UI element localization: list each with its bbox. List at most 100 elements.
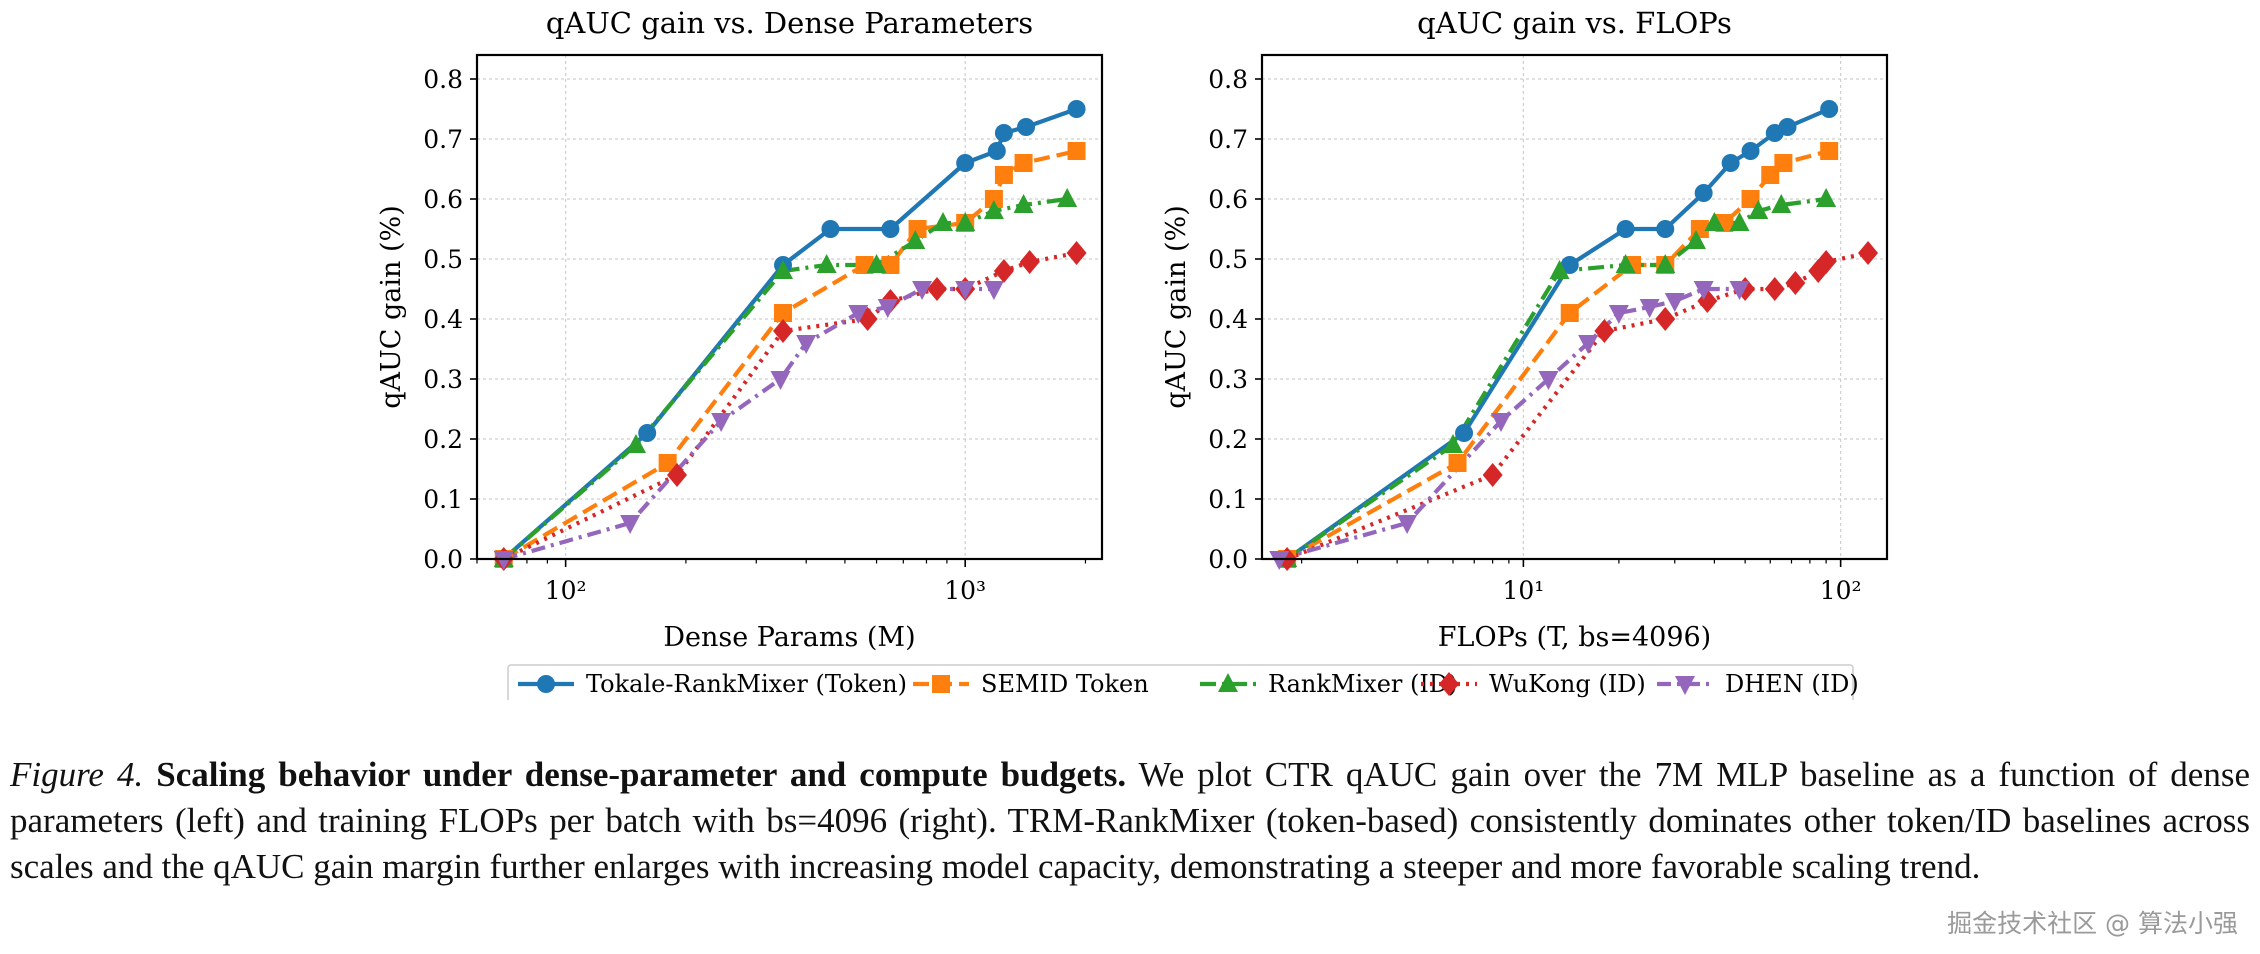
data-point-rankmixer	[1549, 260, 1570, 279]
data-point-semid	[994, 166, 1013, 184]
data-point-dhen	[1397, 515, 1418, 534]
data-point-rankmixer	[1655, 254, 1676, 273]
series-line-dhen	[503, 286, 994, 562]
data-point-tokale	[1721, 154, 1740, 172]
series-line-wukong	[502, 250, 1077, 561]
data-point-wukong	[1482, 463, 1503, 487]
data-point-wukong	[1594, 319, 1615, 343]
data-point-rankmixer	[1704, 212, 1725, 231]
legend-label: SEMID Token	[981, 670, 1149, 698]
data-point-dhen	[983, 281, 1004, 300]
y-tick-label: 0.4	[1208, 305, 1248, 334]
axes-frame	[1260, 53, 1889, 561]
data-point-rankmixer	[773, 260, 794, 279]
series-line-tokale	[502, 107, 1078, 561]
y-tick-label: 0.5	[1208, 245, 1248, 274]
data-point-dhen	[770, 371, 791, 390]
y-axis-label: qAUC gain (%)	[376, 205, 407, 409]
figure-caption: Figure 4. Scaling behavior under dense-p…	[10, 752, 2250, 890]
data-point-wukong	[1858, 241, 1879, 265]
data-point-dhen	[1578, 335, 1599, 354]
y-tick-label: 0.6	[1208, 185, 1248, 214]
legend-marker-wukong	[1439, 672, 1459, 696]
x-tick-label: 10²	[1820, 576, 1862, 605]
chart-legend: Tokale-RankMixer (Token) SEMID Token RankM…	[507, 664, 1859, 700]
data-point-tokale	[821, 220, 840, 238]
y-tick-label: 0.6	[423, 185, 463, 214]
data-point-rankmixer	[1013, 194, 1034, 213]
data-point-semid	[1820, 142, 1839, 160]
data-point-semid	[908, 220, 927, 238]
y-tick-label: 0.7	[423, 125, 463, 154]
data-point-dhen	[1490, 413, 1511, 432]
right-chart-panel: 0.0 0.1 0.2 0.3 0.4 0.5 0.6 0.7 0.8 10¹ 10² qAUC ga…	[1161, 6, 1889, 653]
data-point-dhen	[493, 551, 514, 570]
data-point-wukong	[1785, 271, 1806, 295]
data-point-tokale	[1455, 424, 1474, 442]
data-point-rankmixer	[625, 434, 646, 453]
data-point-wukong	[1655, 307, 1676, 331]
caption-title: Scaling behavior under dense-parameter a…	[156, 755, 1127, 794]
data-point-wukong	[993, 259, 1014, 283]
data-point-tokale	[1017, 118, 1036, 136]
data-point-wukong	[1816, 250, 1837, 274]
data-point-tokale	[1616, 220, 1635, 238]
data-point-tokale	[1560, 256, 1579, 274]
data-point-dhen	[877, 299, 898, 318]
y-tick-label: 0.4	[423, 305, 463, 334]
data-point-tokale	[987, 142, 1006, 160]
caption-label: Figure 4.	[10, 755, 144, 794]
data-point-tokale	[994, 124, 1013, 142]
data-point-wukong	[773, 319, 794, 343]
legend-marker-semid	[932, 675, 950, 693]
legend-label: Tokale-RankMixer (Token)	[586, 670, 907, 698]
left-chart-panel: 0.0 0.1 0.2 0.3 0.4 0.5 0.6 0.7 0.8 10² 10³ qAUC ga…	[376, 6, 1104, 653]
data-point-semid	[1067, 142, 1086, 160]
data-point-semid	[1774, 154, 1793, 172]
data-point-dhen	[620, 515, 641, 534]
data-point-tokale	[1067, 100, 1086, 118]
data-point-dhen	[912, 281, 933, 300]
figure-canvas: 0.0 0.1 0.2 0.3 0.4 0.5 0.6 0.7 0.8 10² 10³ qAUC ga…	[376, 6, 1889, 700]
data-point-semid	[658, 454, 677, 472]
legend-label: WuKong (ID)	[1489, 670, 1646, 698]
data-point-rankmixer	[1615, 254, 1636, 273]
x-axis-label: FLOPs (T, bs=4096)	[1438, 622, 1711, 653]
data-point-tokale	[881, 220, 900, 238]
data-point-dhen	[1664, 293, 1685, 312]
chart-title: qAUC gain vs. FLOPs	[1417, 6, 1732, 40]
data-point-dhen	[711, 413, 732, 432]
data-point-rankmixer	[1771, 194, 1792, 213]
data-point-rankmixer	[955, 212, 976, 231]
data-point-semid	[1560, 304, 1579, 322]
data-point-semid	[1448, 454, 1467, 472]
x-axis-label: Dense Params (M)	[663, 622, 915, 653]
x-tick-label: 10³	[944, 576, 986, 605]
data-point-semid	[984, 190, 1003, 208]
data-point-rankmixer	[1057, 188, 1078, 207]
legend-marker-dhen	[1675, 676, 1695, 695]
y-tick-label: 0.2	[423, 425, 463, 454]
y-tick-label: 0.0	[423, 545, 463, 574]
y-tick-label: 0.3	[423, 365, 463, 394]
data-point-tokale	[1778, 118, 1797, 136]
data-point-rankmixer	[866, 254, 887, 273]
data-point-tokale	[638, 424, 657, 442]
data-point-dhen	[848, 305, 869, 324]
data-point-tokale	[1656, 220, 1675, 238]
y-tick-label: 0.2	[1208, 425, 1248, 454]
data-point-dhen	[1693, 281, 1714, 300]
x-tick-label: 10¹	[1502, 576, 1544, 605]
data-point-dhen	[1639, 299, 1660, 318]
series-line-wukong	[1286, 250, 1869, 561]
watermark: 掘金技术社区 @ 算法小强	[1947, 909, 2238, 938]
y-tick-label: 0.3	[1208, 365, 1248, 394]
axes-frame	[475, 53, 1104, 561]
series-line-tokale	[1285, 107, 1831, 561]
data-point-rankmixer	[983, 200, 1004, 219]
data-point-semid	[774, 304, 793, 322]
legend-label: RankMixer (ID)	[1268, 670, 1457, 698]
y-tick-label: 0.8	[1208, 65, 1248, 94]
data-point-wukong	[667, 463, 688, 487]
data-point-wukong	[1019, 250, 1040, 274]
